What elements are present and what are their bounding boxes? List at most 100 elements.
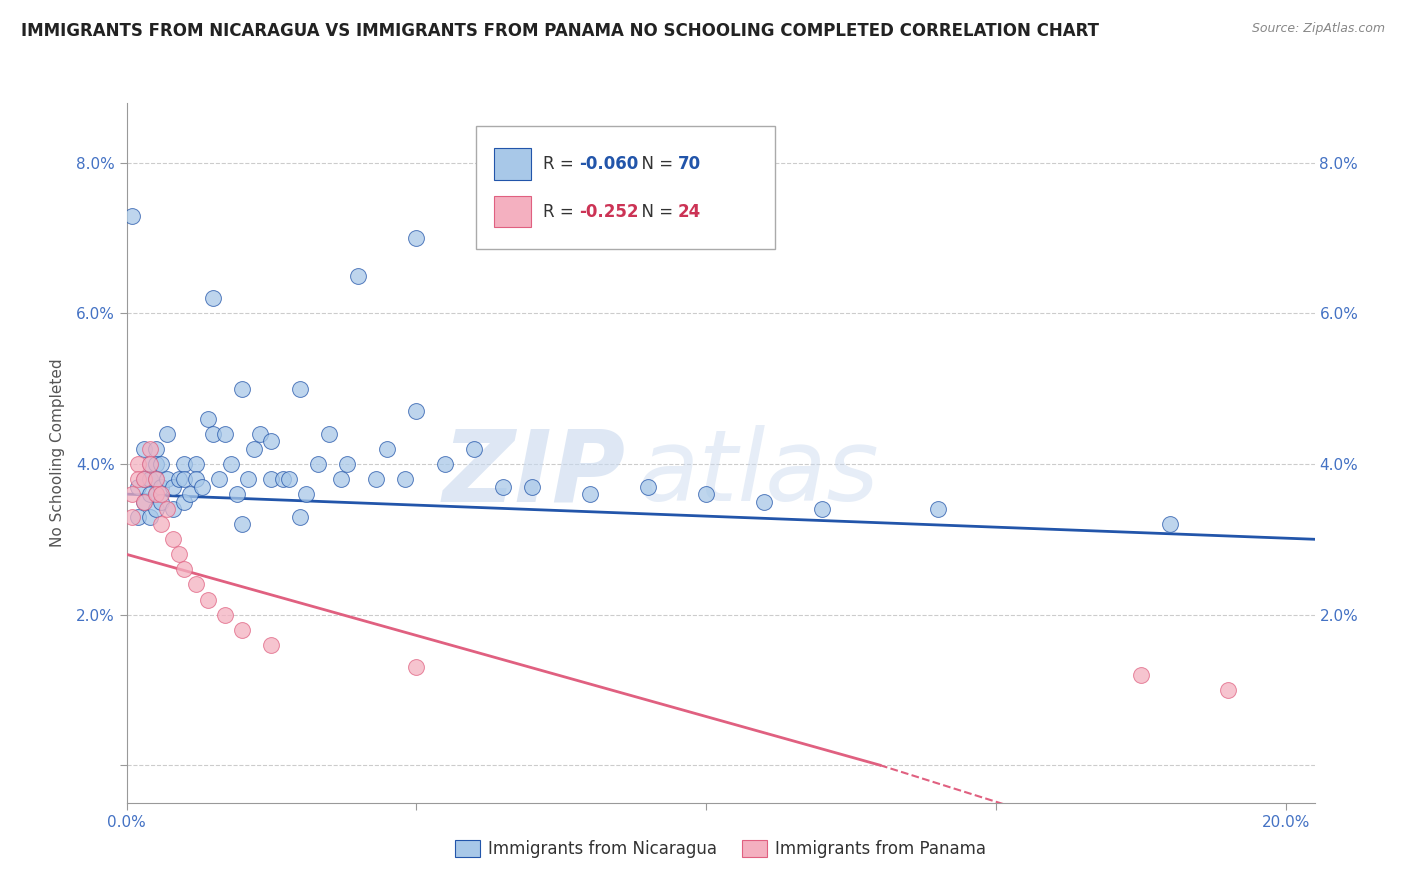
Point: [231, 517, 253, 532]
Point: [434, 457, 457, 471]
Point: [214, 607, 236, 622]
Point: [156, 502, 179, 516]
Point: [150, 479, 173, 493]
Point: [138, 472, 160, 486]
Point: [150, 487, 173, 501]
Point: [179, 487, 201, 501]
Point: [463, 442, 485, 456]
Point: [364, 472, 387, 486]
Point: [260, 434, 283, 449]
Point: [394, 472, 416, 486]
Text: IMMIGRANTS FROM NICARAGUA VS IMMIGRANTS FROM PANAMA NO SCHOOLING COMPLETED CORRE: IMMIGRANTS FROM NICARAGUA VS IMMIGRANTS …: [21, 22, 1099, 40]
Point: [173, 472, 195, 486]
Point: [150, 494, 173, 508]
Point: [231, 382, 253, 396]
Point: [375, 442, 398, 456]
Text: N =: N =: [631, 155, 679, 173]
Point: [138, 509, 160, 524]
Text: Source: ZipAtlas.com: Source: ZipAtlas.com: [1251, 22, 1385, 36]
Point: [167, 472, 190, 486]
Point: [132, 494, 155, 508]
Point: [637, 479, 659, 493]
Point: [249, 426, 271, 441]
Point: [145, 472, 167, 486]
Point: [1159, 517, 1181, 532]
Point: [347, 268, 370, 283]
Point: [184, 577, 207, 591]
Point: [191, 479, 214, 493]
Point: [219, 457, 242, 471]
Point: [208, 472, 231, 486]
Point: [811, 502, 834, 516]
Point: [150, 457, 173, 471]
Point: [167, 547, 190, 561]
Point: [132, 472, 155, 486]
Point: [145, 472, 167, 486]
Point: [127, 472, 149, 486]
Point: [127, 457, 149, 471]
Point: [330, 472, 353, 486]
Point: [405, 231, 427, 245]
Point: [145, 457, 167, 471]
Point: [225, 487, 247, 501]
Text: 24: 24: [678, 202, 702, 220]
Point: [1129, 668, 1152, 682]
Point: [121, 209, 143, 223]
Point: [231, 623, 253, 637]
Point: [695, 487, 717, 501]
Text: N =: N =: [631, 202, 679, 220]
Point: [145, 502, 167, 516]
Text: atlas: atlas: [637, 425, 879, 522]
Point: [150, 517, 173, 532]
Y-axis label: No Schooling Completed: No Schooling Completed: [49, 359, 65, 547]
Point: [405, 404, 427, 418]
Point: [260, 472, 283, 486]
Text: -0.060: -0.060: [579, 155, 638, 173]
Point: [184, 457, 207, 471]
Text: R =: R =: [543, 202, 579, 220]
Text: R =: R =: [543, 155, 579, 173]
Point: [318, 426, 340, 441]
Point: [752, 494, 775, 508]
Point: [260, 638, 283, 652]
Text: ZIP: ZIP: [443, 425, 626, 522]
Point: [132, 472, 155, 486]
Point: [277, 472, 299, 486]
Point: [1216, 682, 1239, 697]
Point: [336, 457, 359, 471]
Point: [138, 487, 160, 501]
Point: [127, 509, 149, 524]
Point: [162, 533, 184, 547]
Point: [138, 457, 160, 471]
Point: [173, 457, 195, 471]
Point: [121, 509, 143, 524]
Legend: Immigrants from Nicaragua, Immigrants from Panama: Immigrants from Nicaragua, Immigrants fr…: [449, 833, 993, 864]
Point: [492, 479, 515, 493]
Point: [295, 487, 318, 501]
Point: [138, 442, 160, 456]
Point: [145, 487, 167, 501]
Point: [522, 479, 544, 493]
Point: [307, 457, 329, 471]
Point: [184, 472, 207, 486]
Point: [579, 487, 602, 501]
Point: [290, 382, 312, 396]
Point: [132, 442, 155, 456]
Point: [145, 487, 167, 501]
Point: [202, 291, 225, 305]
Point: [927, 502, 949, 516]
Point: [271, 472, 294, 486]
Point: [238, 472, 260, 486]
Point: [202, 426, 225, 441]
Point: [162, 479, 184, 493]
Point: [243, 442, 266, 456]
Point: [197, 412, 219, 426]
Point: [214, 426, 236, 441]
Point: [138, 457, 160, 471]
Point: [145, 442, 167, 456]
Point: [173, 562, 195, 576]
Point: [173, 494, 195, 508]
Point: [162, 502, 184, 516]
Point: [197, 592, 219, 607]
Point: [121, 487, 143, 501]
